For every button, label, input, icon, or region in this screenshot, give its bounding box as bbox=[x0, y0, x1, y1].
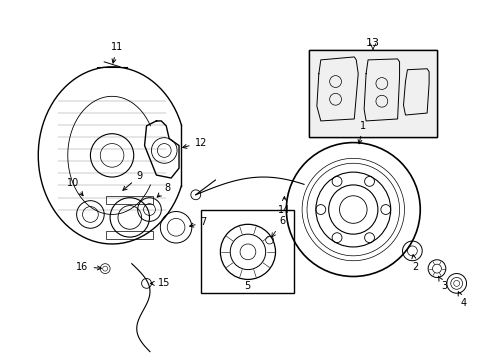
Text: 10: 10 bbox=[66, 178, 83, 196]
Bar bbox=[106, 231, 153, 239]
Text: 13: 13 bbox=[365, 38, 379, 48]
Text: 14: 14 bbox=[278, 197, 290, 215]
Bar bbox=[308, 50, 436, 137]
Text: 15: 15 bbox=[150, 278, 170, 288]
Text: 11: 11 bbox=[111, 42, 123, 63]
Text: 4: 4 bbox=[457, 292, 466, 308]
Text: 12: 12 bbox=[183, 138, 206, 148]
Bar bbox=[308, 50, 436, 137]
Bar bbox=[200, 210, 294, 293]
Text: 7: 7 bbox=[189, 217, 206, 227]
Text: 16: 16 bbox=[76, 262, 101, 272]
Text: 8: 8 bbox=[157, 183, 170, 197]
Text: 3: 3 bbox=[437, 276, 446, 291]
Text: 2: 2 bbox=[411, 255, 418, 272]
Text: 6: 6 bbox=[271, 216, 285, 237]
Text: 5: 5 bbox=[244, 281, 249, 291]
Bar bbox=[308, 50, 436, 137]
Text: 9: 9 bbox=[122, 171, 142, 190]
Bar bbox=[106, 196, 153, 204]
Text: 1: 1 bbox=[357, 121, 366, 144]
